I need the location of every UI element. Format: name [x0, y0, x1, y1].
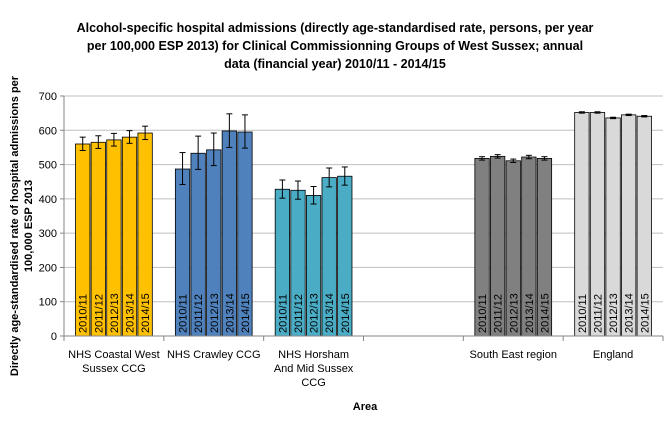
bar-year-label: 2011/12	[493, 294, 505, 333]
category-label: And Mid Sussex	[274, 363, 354, 375]
bar-year-label: 2013/14	[624, 293, 636, 333]
chart-title-line: data (financial year) 2010/11 - 2014/15	[224, 57, 446, 71]
category-label: NHS Crawley CCG	[167, 349, 261, 361]
y-tick-label: 200	[39, 262, 57, 274]
bar-year-label: 2012/13	[508, 293, 520, 333]
category-label: South East region	[470, 349, 557, 361]
y-tick-label: 400	[39, 194, 57, 206]
category-label: NHS Coastal West	[68, 349, 160, 361]
y-tick-label: 500	[39, 160, 57, 172]
bar-year-label: 2010/11	[477, 294, 489, 333]
bar-year-label: 2014/15	[340, 293, 352, 333]
bar-year-label: 2013/14	[324, 293, 336, 333]
gridlines	[60, 95, 663, 337]
chart-title-line: Alcohol-specific hospital admissions (di…	[77, 21, 594, 35]
bar-year-label: 2013/14	[524, 293, 536, 333]
bar-year-label: 2010/11	[577, 294, 589, 333]
bars: 2010/11 2011/12 2012/13 2013/14 2014/15 2010/…	[75, 111, 652, 337]
category-labels: NHS Coastal West Sussex CCG NHS Crawley CC…	[68, 349, 633, 389]
chart-title: Alcohol-specific hospital admissions (di…	[77, 21, 594, 71]
y-tick-label: 700	[39, 91, 57, 103]
category-label: Sussex CCG	[82, 363, 146, 375]
x-axis-label: Area	[353, 401, 378, 413]
bar-year-label: 2010/11	[78, 294, 90, 333]
bar-year-label: 2014/15	[539, 293, 551, 333]
y-tick-label: 0	[51, 331, 57, 343]
bar-year-label: 2011/12	[293, 294, 305, 333]
category-label: NHS Horsham	[278, 349, 349, 361]
bar-year-label: 2011/12	[592, 294, 604, 333]
y-tick-label: 100	[39, 297, 57, 309]
bar-year-label: 2010/11	[277, 294, 289, 333]
y-tick-label: 600	[39, 125, 57, 137]
bar-year-label: 2011/12	[93, 294, 105, 333]
bar-year-label: 2013/14	[224, 293, 236, 333]
bar-year-label: 2011/12	[193, 294, 205, 333]
bar-year-label: 2014/15	[639, 293, 651, 333]
chart-title-line: per 100,000 ESP 2013) for Clinical Commi…	[87, 39, 583, 53]
bar-year-label: 2012/13	[309, 293, 321, 333]
category-label: England	[593, 349, 633, 361]
y-axis-label-line: 100,000 ESP 2013	[23, 180, 35, 272]
y-axis-label: Directly age-standardised rate of hospit…	[9, 75, 35, 376]
bar-year-label: 2012/13	[608, 293, 620, 333]
y-tick-labels: 0 100 200 300 400 500 600 700	[39, 91, 57, 343]
axes	[63, 96, 664, 341]
bar-year-label: 2014/15	[140, 293, 152, 333]
bar-year-label: 2013/14	[125, 293, 137, 333]
bar-year-label: 2012/13	[209, 293, 221, 333]
y-tick-label: 300	[39, 228, 57, 240]
bar-year-label: 2012/13	[109, 293, 121, 333]
category-label: CCG	[301, 377, 325, 389]
bar-year-label: 2010/11	[178, 294, 190, 333]
y-axis-label-line: Directly age-standardised rate of hospit…	[9, 75, 21, 376]
bar-year-label: 2014/15	[240, 293, 252, 333]
